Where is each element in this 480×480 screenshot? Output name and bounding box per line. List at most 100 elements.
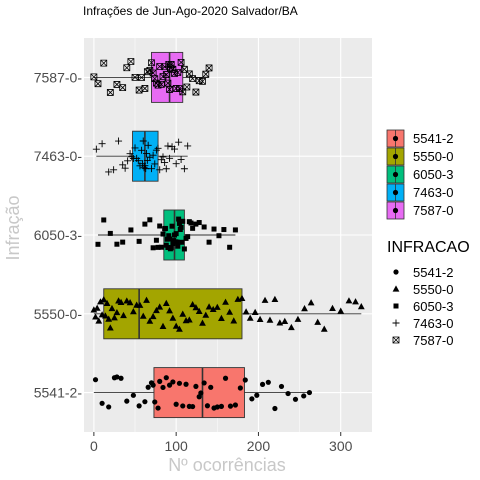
data-point — [139, 312, 147, 319]
data-point — [189, 300, 197, 308]
data-point — [202, 311, 210, 318]
legend-shape-label: 7587-0 — [413, 333, 453, 348]
data-point — [145, 384, 151, 390]
legend-fill-key-point — [392, 207, 399, 214]
legend-fill-item-7587-0: 7587-0 — [386, 201, 453, 220]
data-point — [337, 307, 345, 314]
data-point — [251, 308, 259, 315]
data-point — [190, 403, 196, 410]
data-point — [265, 379, 271, 385]
box-5550-0 — [103, 288, 243, 340]
data-point — [138, 74, 145, 81]
legend-shape-key — [392, 319, 400, 327]
legend-fill-label: 6050-3 — [413, 167, 453, 182]
x-axis-ticks: 0 100 200 300 — [90, 432, 353, 454]
data-point — [177, 58, 185, 66]
plot-panel — [84, 38, 372, 432]
data-point — [172, 322, 180, 329]
data-point — [190, 225, 196, 231]
data-point — [292, 396, 299, 402]
data-point — [357, 303, 365, 310]
data-point — [179, 310, 187, 317]
data-point — [106, 89, 114, 96]
data-point — [213, 303, 221, 310]
data-point — [171, 145, 179, 153]
legend-shape-item-5541-2: 5541-2 — [393, 265, 453, 280]
data-point — [198, 390, 204, 396]
data-point — [157, 80, 165, 88]
data-point — [173, 401, 179, 407]
data-point — [175, 243, 181, 249]
data-point — [108, 304, 116, 312]
data-point — [114, 241, 120, 247]
x-tick-label: 0 — [90, 438, 98, 454]
data-point — [138, 146, 146, 154]
data-point — [120, 311, 127, 319]
legend-shape-label: 7463-0 — [413, 316, 453, 331]
data-point — [272, 405, 278, 412]
data-point — [150, 382, 156, 388]
data-point — [173, 231, 179, 237]
data-point — [143, 149, 151, 157]
data-point — [232, 402, 239, 408]
data-point — [113, 308, 121, 316]
data-point — [214, 404, 220, 410]
data-point — [142, 221, 148, 227]
data-point — [99, 400, 105, 406]
data-point — [222, 298, 229, 305]
data-point — [147, 217, 153, 223]
data-point — [90, 306, 98, 313]
data-point — [128, 153, 136, 161]
data-point — [105, 168, 113, 176]
data-point — [149, 151, 157, 159]
data-point — [162, 299, 170, 307]
data-point — [181, 246, 187, 252]
data-point — [176, 380, 183, 386]
legend-shape-key — [393, 303, 399, 309]
data-point — [162, 71, 170, 78]
data-point — [141, 85, 149, 92]
data-point — [301, 393, 307, 399]
data-point — [97, 298, 104, 305]
data-point — [142, 399, 148, 405]
data-point — [156, 166, 164, 174]
data-point — [157, 223, 163, 229]
data-point — [256, 315, 264, 322]
legend-shape-item-6050-3: 6050-3 — [393, 299, 453, 314]
data-point — [180, 165, 188, 173]
legend-fill-key-point — [392, 135, 399, 142]
x-tick-label: 100 — [164, 438, 188, 454]
series-7587-0 — [90, 51, 213, 103]
y-tick-label: 7587-0- — [34, 69, 83, 85]
data-point — [129, 308, 137, 315]
data-point — [218, 403, 225, 409]
data-point — [192, 88, 200, 96]
data-point — [168, 245, 174, 251]
data-point — [222, 375, 229, 381]
legend-shape: INFRACAO 5541-2 5550-0 6050-3 7463-0 7587-0 — [387, 239, 470, 348]
legend-fill: 5541-2 5550-0 6050-3 7463-0 7587-0 — [386, 129, 453, 220]
data-point — [115, 137, 123, 145]
data-point — [237, 385, 243, 391]
legend-fill-key-point — [392, 153, 399, 160]
data-point — [188, 220, 194, 226]
data-point — [211, 226, 217, 232]
data-point — [278, 383, 285, 390]
data-point — [110, 166, 118, 174]
legend-shape-key — [393, 269, 399, 275]
data-point — [193, 221, 199, 227]
data-point — [226, 308, 234, 315]
y-tick-label: 6050-3- — [34, 227, 83, 243]
data-point — [183, 381, 189, 387]
data-point — [92, 313, 99, 320]
data-point — [174, 69, 182, 76]
data-point — [124, 398, 130, 404]
data-point — [169, 223, 175, 229]
x-tick-label: 200 — [247, 438, 271, 454]
data-point — [285, 390, 291, 397]
legend-shape-label: 5541-2 — [413, 265, 453, 280]
data-point — [164, 142, 172, 150]
data-point — [161, 158, 169, 166]
data-point — [160, 231, 166, 237]
